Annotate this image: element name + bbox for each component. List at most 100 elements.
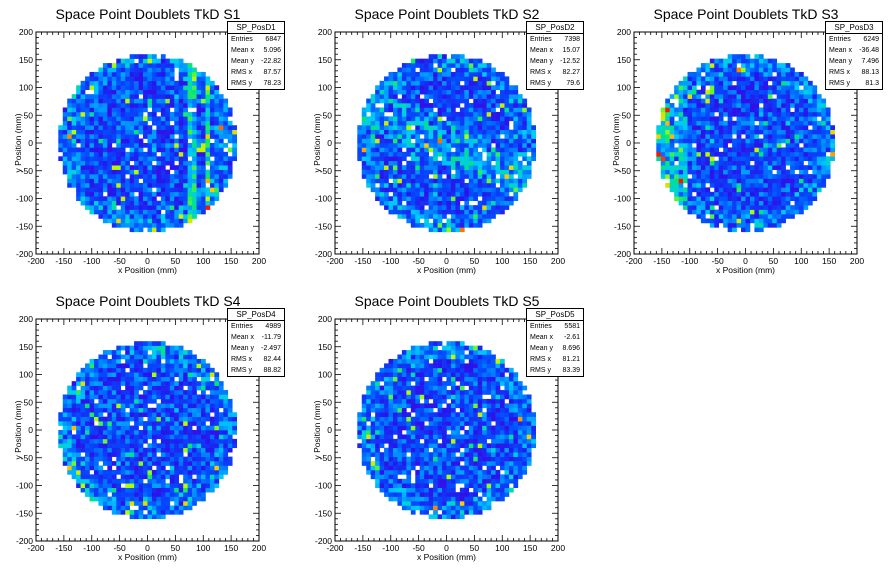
heatmap-cell: [709, 138, 715, 144]
heatmap-cell: [143, 182, 148, 188]
heatmap-cell: [138, 367, 144, 373]
heatmap-cell: [138, 443, 144, 449]
heatmap-cell: [201, 94, 206, 99]
heatmap-cell: [58, 129, 64, 135]
heatmap-cell: [160, 67, 166, 73]
heatmap-cell: [732, 94, 737, 99]
heatmap-cell: [379, 156, 385, 162]
stats-box: SP_PosD2 Entries 7398 Mean x 15.07 Mean y -12.…: [526, 21, 584, 90]
heatmap-cell: [62, 425, 68, 431]
heatmap-cell: [517, 116, 523, 122]
heatmap-cell: [665, 151, 670, 157]
heatmap-cell: [531, 143, 536, 148]
heatmap-cell: [741, 205, 746, 210]
heatmap-cell: [446, 80, 452, 86]
heatmap-cell: [669, 151, 675, 157]
heatmap-cell: [76, 407, 81, 413]
heatmap-cell: [504, 138, 510, 144]
heatmap-cell: [125, 425, 130, 431]
heatmap-cell: [111, 76, 117, 82]
heatmap-cells: [357, 54, 536, 233]
heatmap-cell: [116, 143, 122, 148]
heatmap-cell: [375, 129, 380, 135]
heatmap-cell: [357, 147, 363, 153]
heatmap-cell: [508, 147, 514, 153]
heatmap-cell: [384, 125, 389, 130]
heatmap-cell: [491, 174, 496, 179]
heatmap-cell: [660, 151, 666, 157]
heatmap-cell: [468, 67, 474, 73]
heatmap-cell: [410, 67, 416, 73]
heatmap-cell: [455, 200, 461, 206]
heatmap-cell: [134, 390, 139, 395]
heatmap-cell: [361, 165, 367, 170]
heatmap-cell: [93, 134, 99, 139]
heatmap-cell: [401, 98, 407, 104]
heatmap-cell: [138, 138, 144, 144]
heatmap-cell: [700, 178, 706, 184]
heatmap-cell: [102, 394, 108, 400]
heatmap-cell: [187, 174, 193, 179]
heatmap-cell: [366, 138, 371, 144]
heatmap-cell: [473, 58, 479, 64]
heatmap-cell: [718, 200, 724, 206]
heatmap-cell: [156, 376, 162, 382]
heatmap-cell: [147, 434, 153, 440]
heatmap-cell: [93, 85, 99, 91]
heatmap-cell: [442, 165, 447, 170]
heatmap-cell: [67, 107, 72, 113]
heatmap-cell: [111, 487, 117, 493]
heatmap-cell: [723, 156, 728, 162]
heatmap-cell: [459, 160, 465, 166]
heatmap-cell: [486, 205, 492, 210]
heatmap-cell: [196, 160, 202, 166]
heatmap-cell: [767, 76, 773, 82]
heatmap-cell: [160, 376, 166, 382]
heatmap-cell: [433, 111, 438, 117]
heatmap-cell: [178, 182, 184, 188]
heatmap-cell: [807, 116, 813, 122]
heatmap-cell: [723, 125, 728, 130]
heatmap-cell: [767, 187, 773, 193]
heatmap-cell: [71, 421, 77, 426]
heatmap-cell: [80, 111, 86, 117]
heatmap-cell: [384, 103, 389, 108]
heatmap-cell: [758, 160, 764, 166]
heatmap-cell: [397, 196, 403, 202]
heatmap-cell: [160, 178, 166, 184]
heatmap-cell: [209, 151, 215, 157]
heatmap-cell: [93, 416, 99, 422]
heatmap-cell: [125, 509, 130, 515]
heatmap-cell: [500, 143, 505, 148]
heatmap-cell: [482, 111, 487, 117]
heatmap-cell: [812, 191, 818, 197]
heatmap-cell: [76, 103, 81, 108]
heatmap-cell: [500, 191, 505, 197]
heatmap-cell: [401, 85, 407, 91]
heatmap-cell: [433, 85, 438, 91]
heatmap-cell: [767, 98, 773, 104]
heatmap-cell: [196, 178, 202, 184]
heatmap-cell: [205, 98, 211, 104]
heatmap-cell: [424, 120, 429, 126]
heatmap-cell: [754, 138, 760, 144]
heatmap-cell: [62, 134, 68, 139]
heatmap-cell: [111, 394, 117, 400]
heatmap-cell: [406, 76, 412, 82]
heatmap-cell: [388, 200, 394, 206]
heatmap-cell: [758, 116, 764, 122]
heatmap-cell: [468, 89, 474, 95]
heatmap-cell: [151, 182, 157, 188]
heatmap-cell: [80, 434, 86, 440]
heatmap-cell: [732, 218, 737, 224]
heatmap-cell: [160, 80, 166, 86]
heatmap-cell: [120, 452, 126, 457]
heatmap-cell: [375, 156, 380, 162]
heatmap-cell: [93, 80, 99, 86]
heatmap-cell: [375, 125, 380, 130]
heatmap-cell: [218, 94, 224, 99]
heatmap-cell: [98, 129, 104, 135]
heatmap-cell: [392, 182, 398, 188]
heatmap-cell: [160, 116, 166, 122]
stats-value: 81.3: [865, 79, 879, 87]
